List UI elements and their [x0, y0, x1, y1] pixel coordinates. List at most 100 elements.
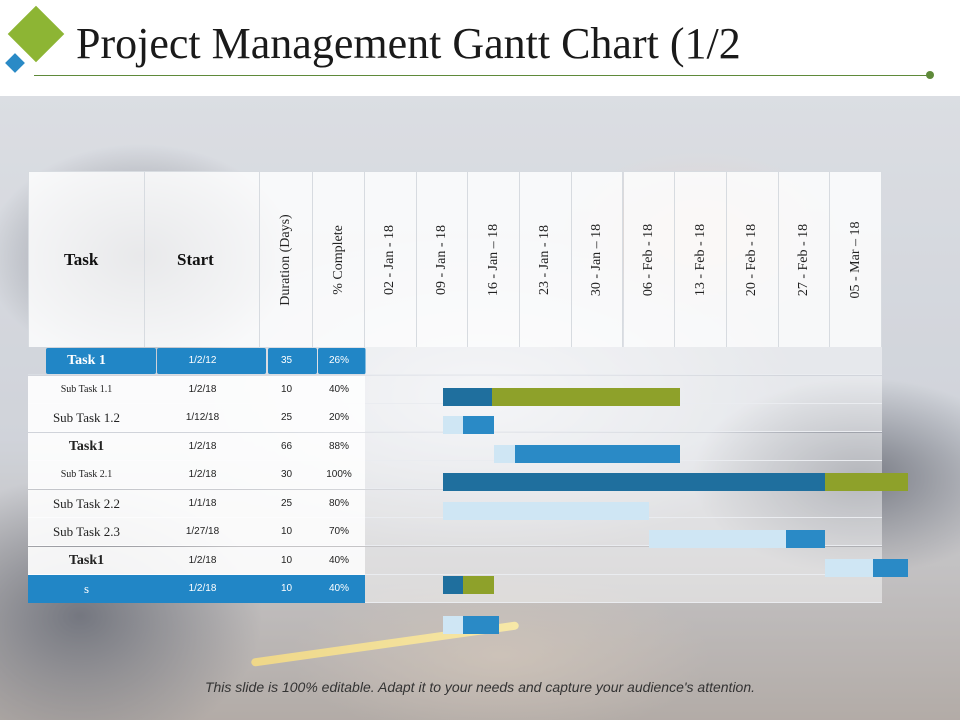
- footer-caption: This slide is 100% editable. Adapt it to…: [204, 679, 756, 695]
- row-timeline-cell: [365, 546, 882, 575]
- cell-complete: 40%: [328, 554, 349, 566]
- gantt-bar-segment: [491, 387, 681, 406]
- row-info-cells: s 1/2/18 10 40%: [28, 575, 365, 603]
- gantt-bar-segment: [463, 615, 500, 634]
- row-info-cells: Sub Task 2.1 1/2/18 30 100%: [28, 461, 365, 489]
- cell-start: 1/2/18: [188, 554, 217, 566]
- logo-diamond-icon: [5, 5, 65, 73]
- row-info-cells: Sub Task 1.2 1/12/18 25 20%: [28, 404, 365, 432]
- header-duration: Duration (Days): [260, 171, 313, 347]
- cell-complete: 88%: [328, 440, 349, 452]
- task-header-pill: [318, 348, 366, 374]
- gantt-bar-segment: [442, 615, 464, 634]
- cell-complete: 20%: [328, 412, 349, 423]
- header-week-6: 13 - Feb - 18: [675, 171, 727, 347]
- gantt-bar-segment: [494, 444, 515, 463]
- cell-task: Sub Task 1.2: [52, 410, 121, 425]
- week-tick-label: 30 - Jan – 18: [589, 223, 605, 296]
- cell-duration: 10: [280, 554, 293, 566]
- table-row[interactable]: Task1 1/2/18 66 88%: [28, 432, 882, 461]
- cell-duration: 66: [280, 440, 293, 452]
- row-info-cells: Sub Task 2.2 1/1/18 25 80%: [28, 489, 365, 518]
- week-tick-label: 06 - Feb - 18: [640, 223, 656, 296]
- cell-task: Sub Task 1.1: [60, 383, 113, 395]
- header-task: Task: [28, 171, 145, 347]
- cell-complete: 40%: [328, 383, 349, 395]
- cell-start: 1/1/18: [188, 497, 217, 509]
- cell-complete: 26%: [328, 355, 349, 366]
- cell-complete: 40%: [328, 583, 349, 594]
- cell-start: 1/2/18: [188, 383, 217, 395]
- cell-complete: 100%: [326, 469, 352, 480]
- header-week-9: 05 - Mar – 18: [830, 171, 882, 347]
- header-task-label: Task: [64, 250, 99, 269]
- header-start-label: Start: [177, 250, 214, 269]
- cell-complete: 80%: [328, 497, 349, 509]
- title-divider-dot: [926, 71, 934, 79]
- task-header-pill: [157, 348, 266, 374]
- gantt-bar-segment: [442, 501, 650, 520]
- cell-duration: 30: [280, 469, 293, 480]
- cell-task: Task 1: [67, 353, 106, 368]
- table-row[interactable]: Task1 1/2/18 10 40%: [28, 546, 882, 575]
- table-row[interactable]: s 1/2/18 10 40%: [28, 575, 882, 603]
- table-row[interactable]: Task 1 1/2/12 35 26%: [28, 347, 882, 375]
- header-duration-label: Duration (Days): [278, 213, 293, 306]
- row-info-cells: Task1 1/2/18 10 40%: [28, 546, 365, 575]
- row-timeline-cell: [365, 347, 882, 375]
- cell-duration: 25: [280, 497, 293, 509]
- gantt-bar-segment: [872, 558, 908, 577]
- cell-task: Sub Task 2.3: [52, 524, 121, 539]
- header-week-2: 16 - Jan – 18: [468, 171, 521, 347]
- header-week-0: 02 - Jan - 18: [365, 171, 417, 347]
- cell-task: Task1: [68, 552, 105, 568]
- header-complete-label: % Complete: [330, 224, 346, 295]
- cell-duration: 10: [280, 383, 293, 395]
- gantt-bar-segment: [825, 558, 873, 577]
- gantt-bar-segment: [514, 444, 681, 463]
- week-tick-label: 27 - Feb - 18: [795, 223, 811, 296]
- cell-task: Sub Task 2.1: [60, 469, 113, 480]
- week-tick-label: 13 - Feb - 18: [692, 223, 708, 296]
- header-start: Start: [145, 171, 260, 347]
- week-tick-label: 20 - Feb - 18: [744, 223, 760, 296]
- title-divider: [34, 75, 930, 76]
- header-complete: % Complete: [313, 171, 365, 347]
- header-week-8: 27 - Feb - 18: [778, 171, 831, 347]
- cell-task: s: [83, 581, 90, 596]
- gantt-bar-segment: [825, 473, 908, 491]
- header-week-4: 30 - Jan – 18: [571, 171, 624, 347]
- week-tick-label: 02 - Jan - 18: [382, 224, 398, 295]
- header-week-5: 06 - Feb - 18: [623, 171, 676, 347]
- week-tick-label: 23 - Jan - 18: [537, 224, 553, 295]
- gantt-bar-segment: [463, 416, 495, 434]
- gantt-bar-segment: [442, 387, 492, 406]
- gantt-bar-segment: [649, 530, 787, 548]
- task-header-pill: [268, 348, 317, 374]
- week-tick-label: 16 - Jan – 18: [485, 223, 501, 296]
- cell-duration: 25: [280, 412, 293, 423]
- cell-start: 1/2/12: [188, 355, 217, 366]
- gantt-bar-segment: [442, 473, 826, 491]
- gantt-bar-segment: [786, 530, 826, 548]
- cell-task: Sub Task 2.2: [52, 495, 121, 511]
- week-tick-label: 09 - Jan - 18: [434, 224, 450, 295]
- cell-task: Task1: [68, 438, 105, 454]
- week-tick-label: 05 - Mar – 18: [847, 221, 863, 298]
- cell-start: 1/2/18: [188, 583, 217, 594]
- row-info-cells: Sub Task 1.1 1/2/18 10 40%: [28, 375, 365, 404]
- cell-start: 1/27/18: [185, 526, 220, 537]
- gantt-bar-segment: [442, 576, 464, 594]
- cell-duration: 10: [280, 583, 293, 594]
- gantt-bar-segment: [442, 416, 464, 434]
- cell-complete: 70%: [328, 526, 349, 537]
- row-info-cells: Sub Task 2.3 1/27/18 10 70%: [28, 518, 365, 546]
- row-info-cells: Task1 1/2/18 66 88%: [28, 432, 365, 461]
- gantt-bar-segment: [463, 576, 495, 594]
- cell-duration: 35: [280, 355, 293, 366]
- row-info-cells: Task 1 1/2/12 35 26%: [28, 347, 366, 375]
- cell-start: 1/2/18: [188, 469, 217, 480]
- page-title: Project Management Gantt Chart (1/2: [76, 19, 741, 68]
- cell-duration: 10: [280, 526, 293, 537]
